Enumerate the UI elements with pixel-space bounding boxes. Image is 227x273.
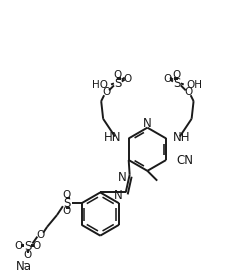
Text: OH: OH bbox=[186, 81, 202, 90]
Text: ⁻: ⁻ bbox=[22, 262, 27, 271]
Text: O: O bbox=[172, 70, 180, 80]
Text: O: O bbox=[184, 87, 192, 97]
Text: O: O bbox=[62, 190, 71, 200]
Text: O: O bbox=[113, 70, 121, 80]
Text: N: N bbox=[142, 117, 151, 130]
Text: S: S bbox=[63, 197, 70, 210]
Text: O: O bbox=[32, 241, 40, 251]
Text: NH: NH bbox=[172, 131, 190, 144]
Text: Na: Na bbox=[16, 260, 32, 272]
Text: O: O bbox=[15, 241, 23, 251]
Text: O: O bbox=[36, 230, 44, 240]
Text: N: N bbox=[113, 189, 122, 202]
Text: HN: HN bbox=[104, 131, 121, 144]
Text: O: O bbox=[101, 87, 110, 97]
Text: S: S bbox=[114, 77, 121, 90]
Text: O: O bbox=[123, 73, 131, 84]
Text: O: O bbox=[62, 206, 71, 216]
Text: N: N bbox=[117, 171, 126, 184]
Text: S: S bbox=[173, 77, 180, 90]
Text: HO: HO bbox=[92, 81, 108, 90]
Text: S: S bbox=[24, 240, 31, 253]
Text: CN: CN bbox=[175, 153, 192, 167]
Text: O: O bbox=[162, 73, 170, 84]
Text: O: O bbox=[23, 250, 32, 260]
